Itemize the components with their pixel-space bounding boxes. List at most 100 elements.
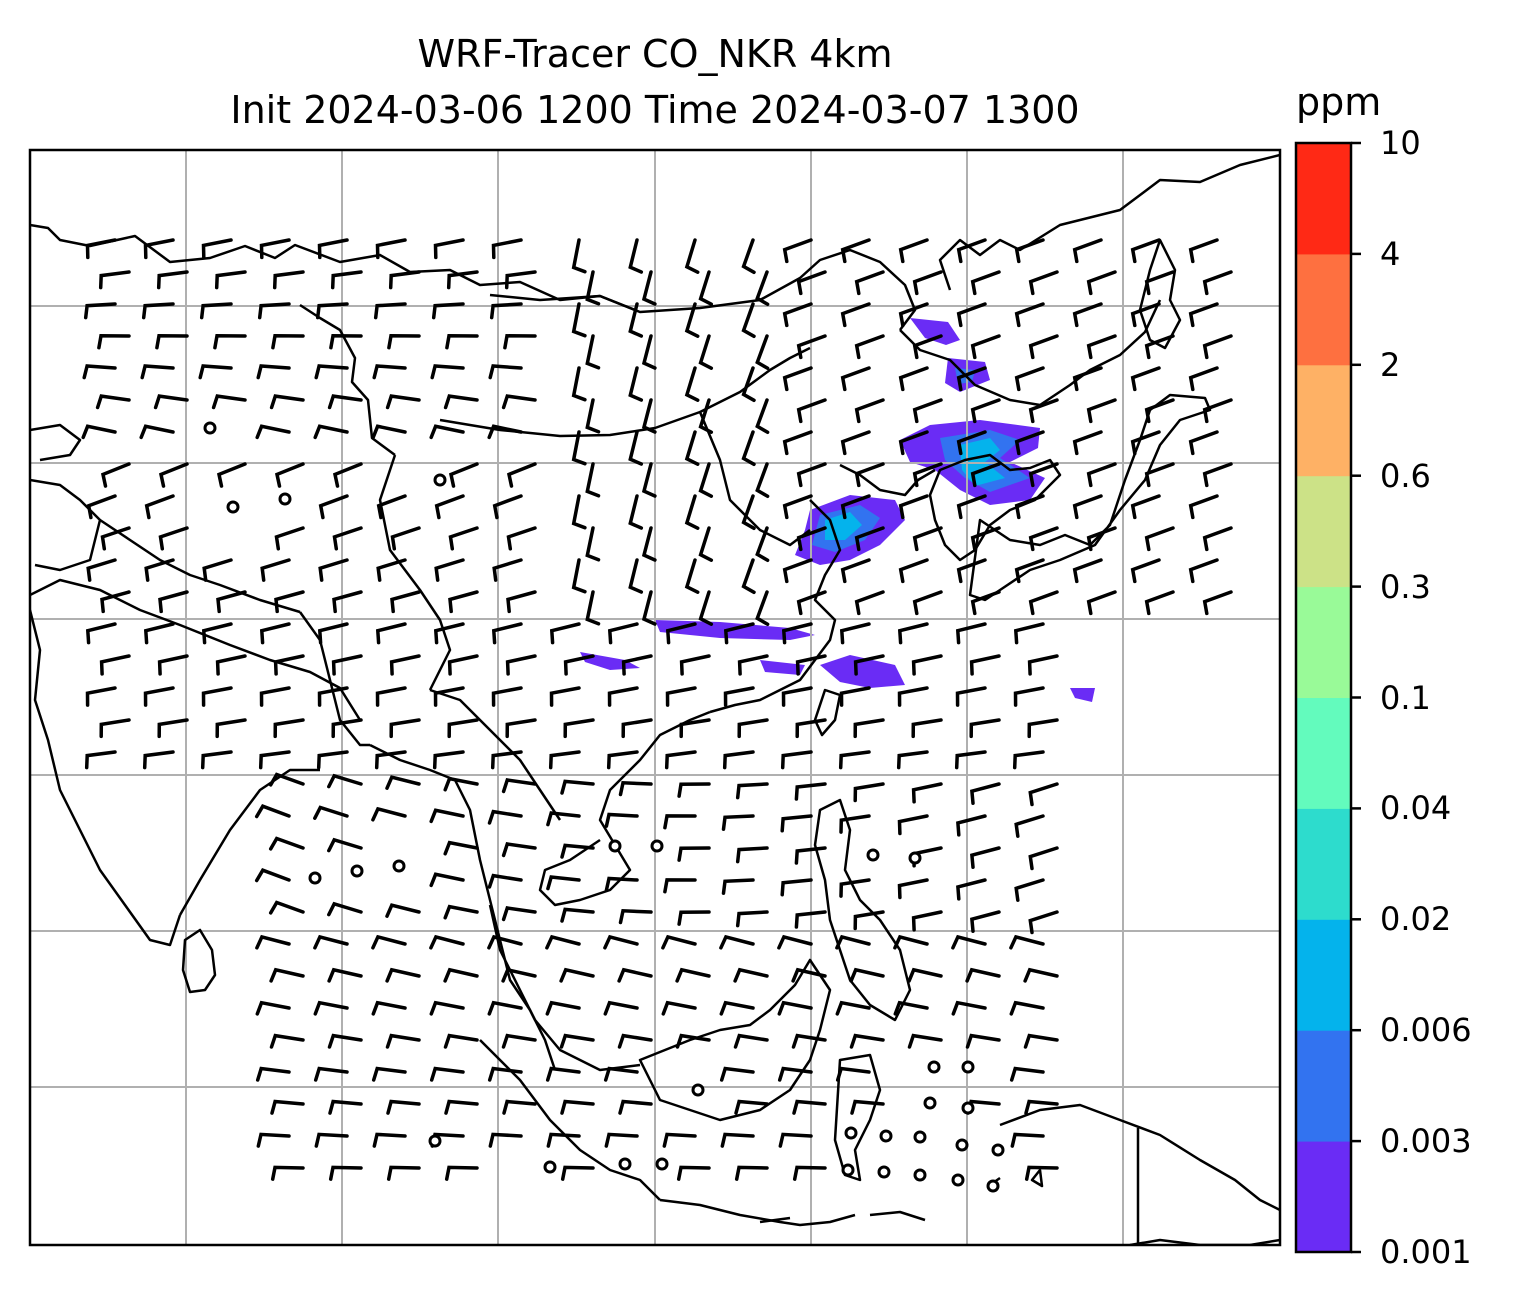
wind-barb (839, 878, 871, 898)
wind-barb (853, 782, 885, 803)
wind-barb (445, 334, 479, 350)
wind-barb (912, 526, 943, 552)
wind-barb (840, 558, 871, 584)
wind-barb (200, 750, 233, 770)
wind-barb (1027, 654, 1059, 676)
wind-barb (755, 270, 770, 307)
coast-borneo (638, 958, 832, 1122)
wind-barb (255, 934, 291, 950)
wind-barb (912, 270, 943, 296)
wind-barb (698, 398, 714, 434)
wind-barb (1028, 526, 1059, 552)
wind-barb (255, 1066, 291, 1082)
wind-barb (791, 967, 827, 983)
wind-barb (270, 1099, 305, 1115)
border-myanmar (298, 611, 370, 747)
wind-barb (777, 1066, 813, 1082)
wind-barb (97, 334, 131, 350)
wind-barb (1012, 750, 1045, 770)
wind-barb (796, 526, 827, 552)
wind-barb (332, 462, 363, 488)
wind-barb (83, 302, 117, 320)
wind-barb (429, 1066, 465, 1082)
wind-barb (661, 934, 697, 950)
wind-barb (665, 622, 697, 645)
wind-barb (796, 334, 827, 360)
wind-barb (144, 558, 175, 582)
wind-barb (549, 622, 581, 645)
wind-barb (434, 494, 465, 520)
colorbar-tick-label: 0.04 (1380, 789, 1452, 828)
wind-barb (782, 302, 813, 328)
colorbar-ticks (1351, 141, 1361, 1254)
wind-barb (143, 686, 175, 707)
wind-barb (1072, 494, 1103, 520)
wind-barb (371, 806, 407, 822)
wind-barb (735, 782, 769, 800)
wind-barb (782, 494, 813, 520)
wind-barb (1144, 334, 1175, 360)
wind-barb (791, 1033, 827, 1049)
wind-barb (155, 334, 189, 350)
wind-barb (970, 846, 1001, 869)
wind-barb (719, 934, 755, 950)
wind-barb (318, 494, 349, 520)
calm-wind-marker (991, 1143, 1005, 1157)
wind-barb (1188, 430, 1219, 456)
wind-barb (628, 494, 644, 530)
wind-barb (506, 462, 537, 488)
wind-barb (618, 780, 653, 797)
wind-barb (560, 843, 595, 859)
wind-barb (675, 1033, 711, 1049)
wind-barb (849, 1033, 885, 1049)
wind-barb (1130, 302, 1161, 328)
wind-barb (898, 238, 929, 264)
wind-barb (1188, 494, 1219, 520)
wind-barb (1028, 910, 1059, 935)
wind-barb (330, 270, 363, 290)
wind-barb (1009, 1066, 1045, 1082)
wind-barb (741, 430, 756, 467)
wind-barb (898, 558, 929, 584)
wind-barb (254, 868, 291, 883)
calm-wind-marker (608, 839, 622, 853)
wind-barb (782, 430, 813, 456)
wind-barb (274, 462, 305, 488)
wind-barb (781, 686, 813, 707)
wind-barb (854, 398, 885, 424)
wind-barb (698, 270, 714, 306)
coast-taiwan (813, 688, 842, 737)
wind-barb (390, 590, 421, 614)
wind-barb (1188, 238, 1219, 264)
wind-barb (641, 270, 657, 306)
colorbar-segment (1296, 1141, 1351, 1253)
wind-barb (1014, 430, 1045, 456)
wind-barb (684, 430, 700, 466)
wind-barb (956, 814, 987, 837)
wind-barb (545, 1000, 581, 1016)
wind-barb (429, 808, 465, 824)
wind-barb (571, 238, 587, 274)
wind-barb (741, 558, 756, 595)
wind-barb (373, 302, 407, 320)
wind-barb (617, 967, 653, 983)
coast-new-guinea (999, 1103, 1280, 1212)
wind-barb (95, 394, 131, 410)
wind-barb (488, 364, 523, 380)
wind-barb (332, 526, 363, 551)
wind-barb (1027, 718, 1059, 739)
wind-barb (741, 366, 756, 403)
wind-barb (443, 1033, 479, 1049)
wind-barb (99, 654, 131, 676)
wind-barb (911, 910, 943, 932)
wind-barb (777, 934, 813, 950)
wind-barb (677, 846, 711, 862)
wind-barb (257, 302, 291, 320)
wind-barb (313, 805, 349, 820)
wind-barbs (81, 238, 1233, 1181)
wind-barb (1188, 366, 1219, 392)
wind-barb (85, 238, 117, 260)
wind-barb (100, 590, 131, 614)
wind-barb (82, 364, 117, 380)
wind-barb (443, 394, 479, 410)
